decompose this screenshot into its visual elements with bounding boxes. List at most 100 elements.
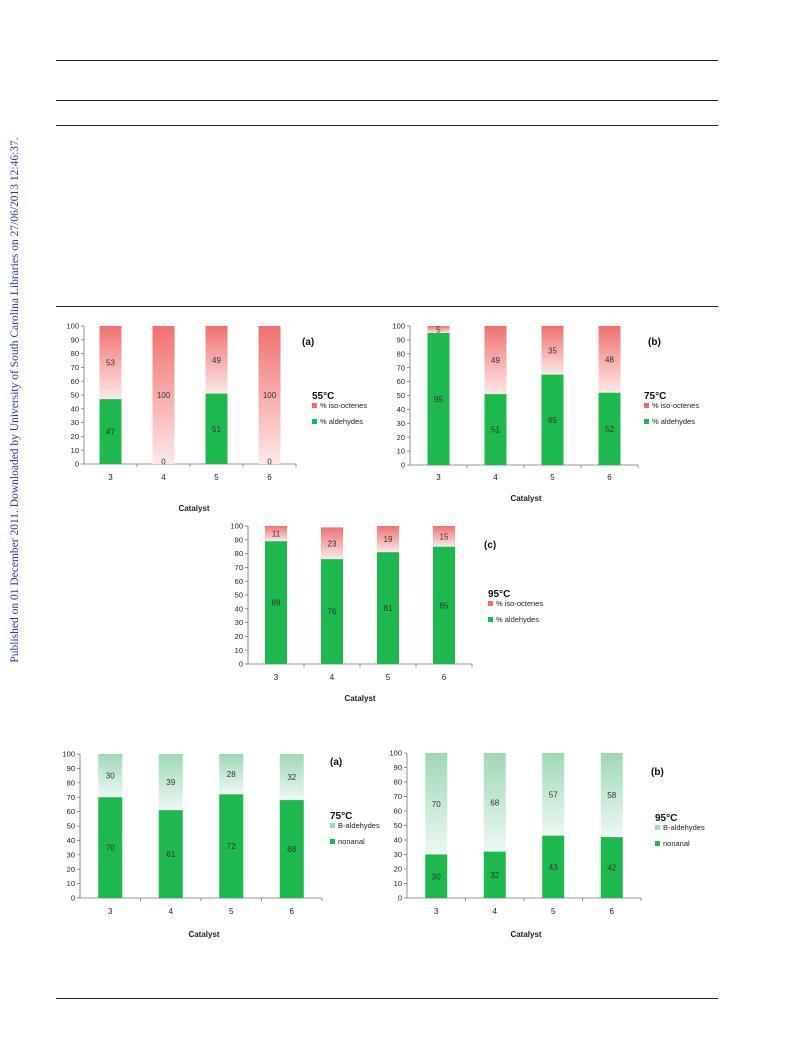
y-tick-label: 70 <box>67 793 75 802</box>
legend-swatch <box>488 601 493 606</box>
y-tick-label: 80 <box>71 349 79 358</box>
legend-entry: % aldehydes <box>496 615 539 624</box>
x-tick-label: 5 <box>214 473 219 482</box>
x-tick-label: 4 <box>493 907 498 916</box>
legend-entry: % iso-octenes <box>496 599 543 608</box>
y-tick-label: 70 <box>397 363 405 372</box>
chart-fig2a: 0 10 20 30 40 50 60 70 80 90 100 70 30 3 61 39 4 72 28 5 68 3… <box>62 750 379 939</box>
x-tick-label: 6 <box>607 473 612 482</box>
bar-baldehydes-6 <box>279 754 304 801</box>
data-label: 19 <box>384 535 393 544</box>
data-label: 100 <box>157 391 171 400</box>
legend: B-aldehydes nonanal <box>655 823 705 848</box>
bar-aldehydes-3 <box>427 332 450 465</box>
bar-baldehydes-3 <box>98 754 123 798</box>
x-tick-label: 4 <box>330 673 335 682</box>
y-tick-label: 0 <box>239 660 243 669</box>
temperature-label: 95°C <box>488 589 510 600</box>
y-tick-label: 30 <box>397 419 405 428</box>
bar-nonanal-3 <box>98 797 123 898</box>
data-label: 11 <box>272 530 281 539</box>
legend-entry: nonanal <box>663 839 690 848</box>
legend: % iso-octenes % aldehydes <box>644 401 699 426</box>
y-tick-label: 0 <box>401 461 405 470</box>
y-tick-label: 30 <box>394 850 402 859</box>
data-label: 81 <box>384 604 393 613</box>
legend-swatch <box>644 403 649 408</box>
y-tick-label: 80 <box>67 778 75 787</box>
panel-label: (c) <box>484 540 496 551</box>
legend-swatch <box>655 825 660 830</box>
y-tick-label: 90 <box>235 535 243 544</box>
data-label: 30 <box>106 772 115 781</box>
bar-baldehydes-3 <box>425 753 448 855</box>
data-label: 85 <box>440 601 449 610</box>
x-axis-title: Catalyst <box>510 930 541 939</box>
publication-sidebar: Published on 01 December 2011. Downloade… <box>4 137 26 662</box>
panel-label: (a) <box>302 337 314 348</box>
y-tick-label: 60 <box>397 377 405 386</box>
bar-aldehydes-3 <box>265 541 287 664</box>
legend-entry: % iso-octenes <box>320 401 367 410</box>
bar-isooctenes-4 <box>321 527 343 560</box>
y-tick-label: 20 <box>394 865 402 874</box>
data-label: 23 <box>328 539 337 548</box>
x-tick-label: 5 <box>229 907 234 916</box>
y-tick-label: 70 <box>235 563 243 572</box>
bar-isooctenes-5 <box>377 526 399 553</box>
data-label: 70 <box>106 844 115 853</box>
data-label: 95 <box>434 395 443 404</box>
y-tick-label: 40 <box>235 604 243 613</box>
x-axis-title: Catalyst <box>178 504 209 513</box>
y-tick-label: 100 <box>62 750 75 759</box>
bar-baldehydes-5 <box>219 754 244 795</box>
data-label: 89 <box>272 599 281 608</box>
x-tick-label: 4 <box>169 907 174 916</box>
y-tick-label: 40 <box>67 836 75 845</box>
mid-rule <box>56 306 718 307</box>
y-tick-label: 100 <box>392 322 405 331</box>
data-label: 76 <box>328 608 337 617</box>
y-tick-label: 60 <box>67 807 75 816</box>
bar-isooctenes-3 <box>265 526 287 542</box>
bar-nonanal-3 <box>425 854 448 898</box>
bar-aldehydes-5 <box>541 374 564 465</box>
y-tick-label: 60 <box>71 377 79 386</box>
plot-area: 0 10 20 30 40 50 60 70 80 90 100 89 11 3 76 23 4 81 19 5 85 1… <box>230 522 473 682</box>
y-tick-label: 90 <box>71 335 79 344</box>
bar-baldehydes-5 <box>542 753 565 836</box>
panel-label: (b) <box>648 337 661 348</box>
legend-swatch <box>312 419 317 424</box>
data-label: 52 <box>605 425 614 434</box>
bar-aldehydes-4 <box>321 559 343 664</box>
bar-isooctenes-6 <box>598 326 621 393</box>
panel-label: (a) <box>330 757 342 768</box>
data-label: 72 <box>227 842 236 851</box>
data-label: 58 <box>607 791 616 800</box>
data-label: 0 <box>161 458 166 467</box>
data-label: 51 <box>491 426 500 435</box>
bar-aldehydes-4 <box>484 394 507 465</box>
legend-swatch <box>655 841 660 846</box>
legend-entry: % aldehydes <box>652 417 695 426</box>
bar-isooctenes-6 <box>433 526 455 547</box>
data-label: 32 <box>287 773 296 782</box>
x-tick-label: 4 <box>493 473 498 482</box>
y-tick-label: 0 <box>75 460 79 469</box>
temperature-label: 75°C <box>330 811 352 822</box>
y-tick-label: 30 <box>71 418 79 427</box>
bar-isooctenes-5 <box>541 326 564 375</box>
y-tick-label: 70 <box>71 363 79 372</box>
plot-area: 0102030405060708090100955351494653555248… <box>392 322 639 482</box>
bar-nonanal-4 <box>158 810 183 898</box>
y-tick-label: 30 <box>235 618 243 627</box>
y-tick-label: 10 <box>394 879 402 888</box>
y-tick-label: 40 <box>71 404 79 413</box>
y-tick-label: 50 <box>67 822 75 831</box>
panel-label: (b) <box>651 767 664 778</box>
x-tick-label: 3 <box>434 907 439 916</box>
y-tick-label: 10 <box>67 879 75 888</box>
y-tick-label: 0 <box>71 894 75 903</box>
x-tick-label: 5 <box>386 673 391 682</box>
x-tick-label: 6 <box>267 473 272 482</box>
